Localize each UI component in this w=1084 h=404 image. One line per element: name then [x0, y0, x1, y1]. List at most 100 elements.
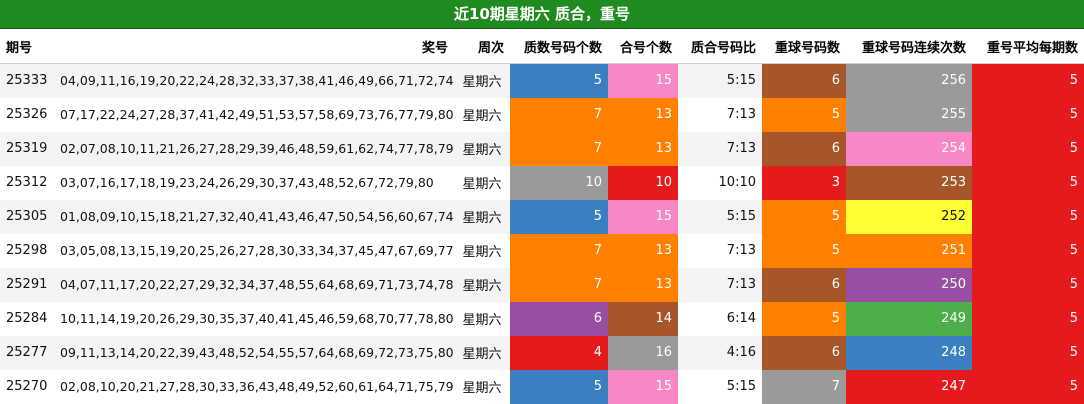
cell-repeat-count: 6	[762, 335, 846, 370]
cell-repeat-streak: 248	[846, 335, 972, 370]
cell-repeat-count: 5	[762, 301, 846, 336]
cell-prime-count: 5	[510, 63, 608, 98]
cell-issue: 25326	[6, 107, 48, 122]
cell-numbers: 01,08,09,10,15,18,21,27,32,40,41,43,46,4…	[60, 209, 454, 224]
cell-composite-count: 10	[608, 165, 678, 200]
cell-issue: 25291	[6, 277, 48, 292]
cell-repeat-avg: 5	[972, 131, 1084, 166]
header-week: 周次	[454, 29, 510, 64]
cell-issue: 25319	[6, 141, 48, 156]
header-numbers: 奖号	[54, 29, 454, 64]
cell-week: 星期六	[462, 279, 502, 294]
cell-repeat-streak: 249	[846, 301, 972, 336]
header-repeat-avg: 重号平均每期数	[972, 29, 1084, 64]
cell-numbers: 04,07,11,17,20,22,27,29,32,34,37,48,55,6…	[60, 277, 454, 292]
cell-ratio: 10:10	[718, 175, 756, 190]
cell-ratio: 7:13	[726, 107, 756, 122]
header-prime-count: 质数号码个数	[510, 29, 608, 64]
cell-composite-count: 15	[608, 199, 678, 234]
cell-numbers: 03,05,08,13,15,19,20,25,26,27,28,30,33,3…	[60, 243, 454, 258]
cell-repeat-streak: 252	[846, 199, 972, 234]
cell-repeat-count: 5	[762, 97, 846, 132]
cell-week: 星期六	[462, 75, 502, 91]
table-title: 近10期星期六 质合，重号	[0, 0, 1084, 29]
cell-week: 星期六	[462, 109, 502, 124]
table-row: 25312 03,07,16,17,18,19,23,24,26,29,30,37…	[0, 165, 1084, 200]
cell-prime-count: 5	[510, 199, 608, 234]
cell-repeat-count: 7	[762, 369, 846, 404]
table-row: 25319 02,07,08,10,11,21,26,27,28,29,39,46…	[0, 131, 1084, 166]
lottery-stats-table: 期号 奖号 周次 质数号码个数 合号个数 质合号码比 重球号码数 重球号码连续次…	[0, 29, 1084, 404]
header-ratio: 质合号码比	[678, 29, 762, 64]
cell-issue: 25333	[6, 73, 48, 89]
cell-ratio: 7:13	[726, 243, 756, 258]
cell-prime-count: 6	[510, 301, 608, 336]
cell-composite-count: 13	[608, 267, 678, 302]
cell-week: 星期六	[462, 177, 502, 192]
table-row: 25305 01,08,09,10,15,18,21,27,32,40,41,43…	[0, 199, 1084, 234]
cell-week: 星期六	[462, 347, 502, 362]
cell-repeat-avg: 5	[972, 63, 1084, 98]
cell-repeat-avg: 5	[972, 335, 1084, 370]
cell-prime-count: 7	[510, 233, 608, 268]
table-row: 25298 03,05,08,13,15,19,20,25,26,27,28,30…	[0, 233, 1084, 268]
table-row: 25270 02,08,10,20,21,27,28,30,33,36,43,48…	[0, 369, 1084, 404]
cell-composite-count: 15	[608, 369, 678, 404]
cell-repeat-avg: 5	[972, 233, 1084, 268]
cell-repeat-count: 5	[762, 199, 846, 234]
cell-composite-count: 13	[608, 97, 678, 132]
cell-issue: 25277	[6, 345, 48, 360]
header-repeat-streak: 重球号码连续次数	[846, 29, 972, 64]
cell-repeat-count: 3	[762, 165, 846, 200]
cell-repeat-count: 5	[762, 233, 846, 268]
cell-ratio: 5:15	[726, 379, 756, 394]
cell-issue: 25298	[6, 243, 48, 258]
cell-issue: 25312	[6, 175, 48, 190]
table-row: 25277 09,11,13,14,20,22,39,43,48,52,54,55…	[0, 335, 1084, 370]
cell-ratio: 5:15	[726, 209, 756, 224]
cell-ratio: 4:16	[726, 345, 756, 360]
cell-ratio: 7:13	[726, 141, 756, 156]
cell-prime-count: 7	[510, 131, 608, 166]
cell-prime-count: 10	[510, 165, 608, 200]
cell-numbers: 04,09,11,16,19,20,22,24,28,32,33,37,38,4…	[60, 73, 454, 89]
table-row: 25284 10,11,14,19,20,26,29,30,35,37,40,41…	[0, 301, 1084, 336]
cell-repeat-streak: 254	[846, 131, 972, 166]
cell-numbers: 10,11,14,19,20,26,29,30,35,37,40,41,45,4…	[60, 311, 454, 326]
cell-numbers: 03,07,16,17,18,19,23,24,26,29,30,37,43,4…	[60, 175, 434, 190]
cell-week: 星期六	[462, 211, 502, 226]
cell-issue: 25270	[6, 379, 48, 394]
cell-repeat-streak: 253	[846, 165, 972, 200]
cell-ratio: 7:13	[726, 277, 756, 292]
cell-repeat-avg: 5	[972, 97, 1084, 132]
header-row: 期号 奖号 周次 质数号码个数 合号个数 质合号码比 重球号码数 重球号码连续次…	[0, 29, 1084, 64]
cell-repeat-streak: 251	[846, 233, 972, 268]
cell-composite-count: 15	[608, 63, 678, 98]
cell-numbers: 09,11,13,14,20,22,39,43,48,52,54,55,57,6…	[60, 345, 454, 360]
cell-repeat-avg: 5	[972, 369, 1084, 404]
cell-composite-count: 16	[608, 335, 678, 370]
cell-prime-count: 4	[510, 335, 608, 370]
cell-ratio: 6:14	[726, 311, 756, 326]
header-repeat-count: 重球号码数	[762, 29, 846, 64]
cell-repeat-streak: 247	[846, 369, 972, 404]
cell-prime-count: 7	[510, 267, 608, 302]
cell-repeat-count: 6	[762, 63, 846, 98]
cell-prime-count: 5	[510, 369, 608, 404]
cell-composite-count: 13	[608, 233, 678, 268]
cell-repeat-count: 6	[762, 267, 846, 302]
cell-ratio: 5:15	[726, 73, 756, 89]
cell-week: 星期六	[462, 143, 502, 158]
cell-numbers: 07,17,22,24,27,28,37,41,42,49,51,53,57,5…	[60, 107, 454, 122]
table-row: 25291 04,07,11,17,20,22,27,29,32,34,37,48…	[0, 267, 1084, 302]
cell-composite-count: 14	[608, 301, 678, 336]
cell-repeat-count: 6	[762, 131, 846, 166]
table-row: 25333 04,09,11,16,19,20,22,24,28,32,33,37…	[0, 63, 1084, 98]
cell-numbers: 02,07,08,10,11,21,26,27,28,29,39,46,48,5…	[60, 141, 454, 156]
cell-issue: 25305	[6, 209, 48, 224]
cell-repeat-avg: 5	[972, 267, 1084, 302]
cell-repeat-avg: 5	[972, 301, 1084, 336]
header-composite-count: 合号个数	[608, 29, 678, 64]
cell-issue: 25284	[6, 311, 48, 326]
cell-week: 星期六	[462, 245, 502, 260]
